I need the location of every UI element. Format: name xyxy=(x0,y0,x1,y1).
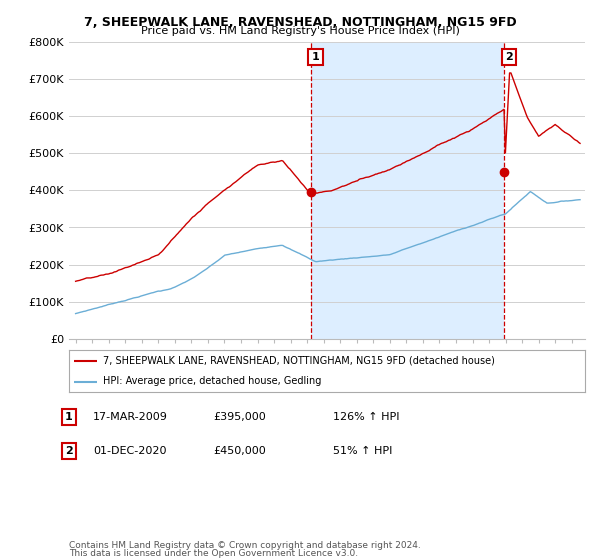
Text: £395,000: £395,000 xyxy=(213,412,266,422)
Bar xyxy=(311,42,504,339)
Text: 2: 2 xyxy=(65,446,73,456)
Text: Contains HM Land Registry data © Crown copyright and database right 2024.: Contains HM Land Registry data © Crown c… xyxy=(69,541,421,550)
Text: HPI: Average price, detached house, Gedling: HPI: Average price, detached house, Gedl… xyxy=(103,376,321,386)
Text: 17-MAR-2009: 17-MAR-2009 xyxy=(93,412,168,422)
Text: 126% ↑ HPI: 126% ↑ HPI xyxy=(333,412,400,422)
Text: 7, SHEEPWALK LANE, RAVENSHEAD, NOTTINGHAM, NG15 9FD: 7, SHEEPWALK LANE, RAVENSHEAD, NOTTINGHA… xyxy=(83,16,517,29)
Text: This data is licensed under the Open Government Licence v3.0.: This data is licensed under the Open Gov… xyxy=(69,549,358,558)
Text: Price paid vs. HM Land Registry's House Price Index (HPI): Price paid vs. HM Land Registry's House … xyxy=(140,26,460,36)
Text: 51% ↑ HPI: 51% ↑ HPI xyxy=(333,446,392,456)
Text: 2: 2 xyxy=(505,52,513,62)
Text: 7, SHEEPWALK LANE, RAVENSHEAD, NOTTINGHAM, NG15 9FD (detached house): 7, SHEEPWALK LANE, RAVENSHEAD, NOTTINGHA… xyxy=(103,356,494,366)
Text: 1: 1 xyxy=(312,52,319,62)
Text: 1: 1 xyxy=(65,412,73,422)
Text: 01-DEC-2020: 01-DEC-2020 xyxy=(93,446,167,456)
Text: £450,000: £450,000 xyxy=(213,446,266,456)
